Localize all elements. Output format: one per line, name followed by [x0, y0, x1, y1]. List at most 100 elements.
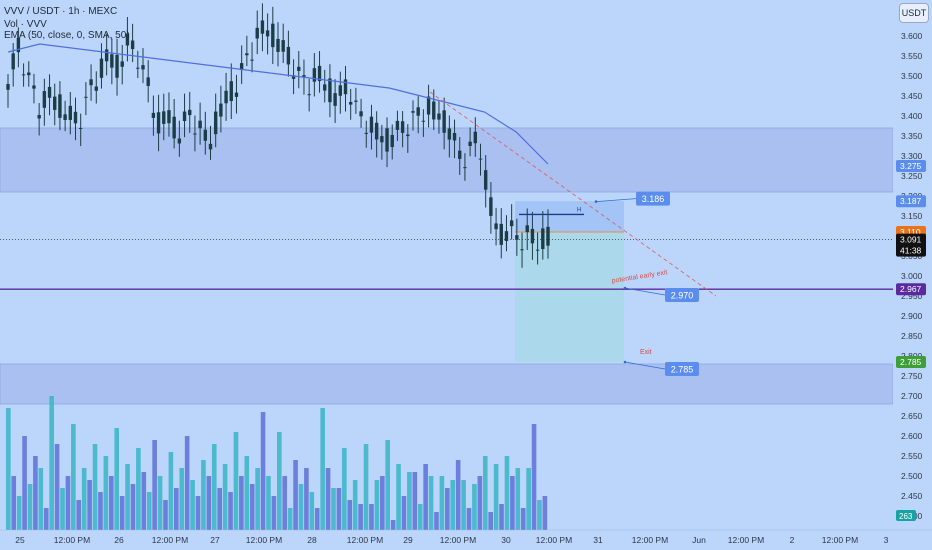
annotation-dot	[594, 200, 598, 203]
candle-body	[94, 86, 98, 91]
volume-bar	[233, 432, 239, 530]
volume-bar	[352, 480, 358, 530]
volume-bar	[537, 500, 542, 530]
candle-body	[21, 74, 26, 76]
volume-bar	[136, 448, 141, 530]
candle-body	[182, 111, 187, 122]
volume-bar	[98, 492, 103, 530]
volume-bar	[54, 444, 60, 530]
candle-body	[406, 134, 410, 137]
candle-body	[234, 92, 239, 97]
volume-bar	[60, 488, 65, 530]
volume-bar	[439, 476, 445, 530]
annotation-leader	[624, 361, 666, 370]
y-tick-label: 3.300	[901, 151, 923, 161]
candle-body	[276, 38, 280, 52]
volume-bar	[482, 456, 488, 530]
candle-body	[104, 49, 109, 62]
volume-bar	[488, 512, 493, 530]
candle-body	[125, 33, 130, 46]
candle-body	[136, 67, 140, 69]
volume-bar	[363, 444, 369, 530]
x-tick-label: 12:00 PM	[347, 535, 383, 545]
volume-bar	[325, 468, 331, 530]
candle-body	[364, 132, 368, 134]
x-tick-label: 12:00 PM	[632, 535, 668, 545]
candle-body	[167, 110, 171, 124]
candle-body	[348, 101, 353, 105]
candle-body	[47, 86, 52, 98]
candle-body	[219, 103, 223, 117]
volume-bar	[76, 500, 82, 530]
countdown-timer: 41:38	[900, 246, 922, 256]
volume-badge-value: 263	[899, 512, 913, 521]
volume-bar	[163, 500, 168, 530]
position-target-box	[515, 232, 624, 362]
price-axis-bg	[893, 0, 932, 530]
volume-bar	[228, 492, 233, 530]
candle-body	[463, 167, 467, 169]
x-tick-label: 28	[307, 535, 317, 545]
candle-body	[53, 96, 57, 110]
exit-label: Exit	[640, 349, 652, 356]
annotation-leader	[595, 198, 637, 202]
volume-bar	[222, 464, 228, 530]
volume-bar	[287, 508, 293, 530]
x-tick-label: Jun	[692, 535, 706, 545]
candle-body	[478, 158, 483, 160]
candle-body	[452, 133, 457, 141]
candle-body	[515, 235, 519, 240]
annotation-label-2.785: 2.785	[671, 365, 694, 375]
candle-body	[509, 220, 514, 227]
volume-bar	[16, 496, 22, 530]
candle-body	[323, 84, 327, 91]
candle-body	[312, 68, 317, 82]
candle-body	[42, 91, 47, 108]
candle-body	[89, 79, 93, 86]
volume-badge	[896, 510, 916, 521]
volume-bar	[249, 484, 255, 530]
annotation-label-box	[665, 288, 699, 302]
volume-bar	[309, 492, 315, 530]
candle-body	[151, 112, 156, 118]
currency-button[interactable]: USDT	[899, 3, 929, 23]
volume-bar	[201, 460, 206, 530]
volume-bar	[369, 504, 374, 530]
x-tick-label: 2	[790, 535, 795, 545]
volume-bar	[499, 504, 504, 530]
volume-bar	[531, 424, 537, 530]
candle-body	[229, 81, 233, 102]
ema-line	[7, 43, 549, 165]
ema-indicator-label: EMA (50, close, 0, SMA, 50)	[4, 30, 130, 41]
candle-body	[530, 228, 535, 244]
volume-bar	[125, 464, 130, 530]
y-tick-label: 2.650	[901, 411, 923, 421]
x-tick-label: 12:00 PM	[728, 535, 764, 545]
volume-bar	[374, 480, 380, 530]
candle-body	[328, 78, 332, 103]
candle-body	[302, 75, 306, 77]
y-tick-label: 3.550	[901, 51, 923, 61]
volume-bar	[65, 476, 71, 530]
candle-body	[245, 53, 249, 56]
price-badge-3.275: 3.275	[900, 161, 922, 171]
candle-body	[499, 223, 503, 245]
y-tick-label: 3.350	[901, 131, 923, 141]
volume-bar	[342, 448, 347, 530]
candle-body	[271, 23, 275, 48]
candle-body	[416, 107, 420, 116]
volume-bar	[390, 520, 396, 530]
candle-body	[130, 40, 135, 50]
candle-body	[447, 128, 452, 140]
y-tick-label: 2.700	[901, 391, 923, 401]
candle-body	[162, 111, 166, 124]
volume-bar	[428, 476, 434, 530]
candle-body	[369, 116, 374, 133]
volume-bar	[141, 472, 147, 530]
candle-body	[546, 226, 550, 246]
y-tick-label: 2.500	[901, 471, 923, 481]
price-badge-2.967: 2.967	[900, 284, 922, 294]
volume-bar	[423, 464, 428, 530]
y-tick-label: 3.250	[901, 171, 923, 181]
